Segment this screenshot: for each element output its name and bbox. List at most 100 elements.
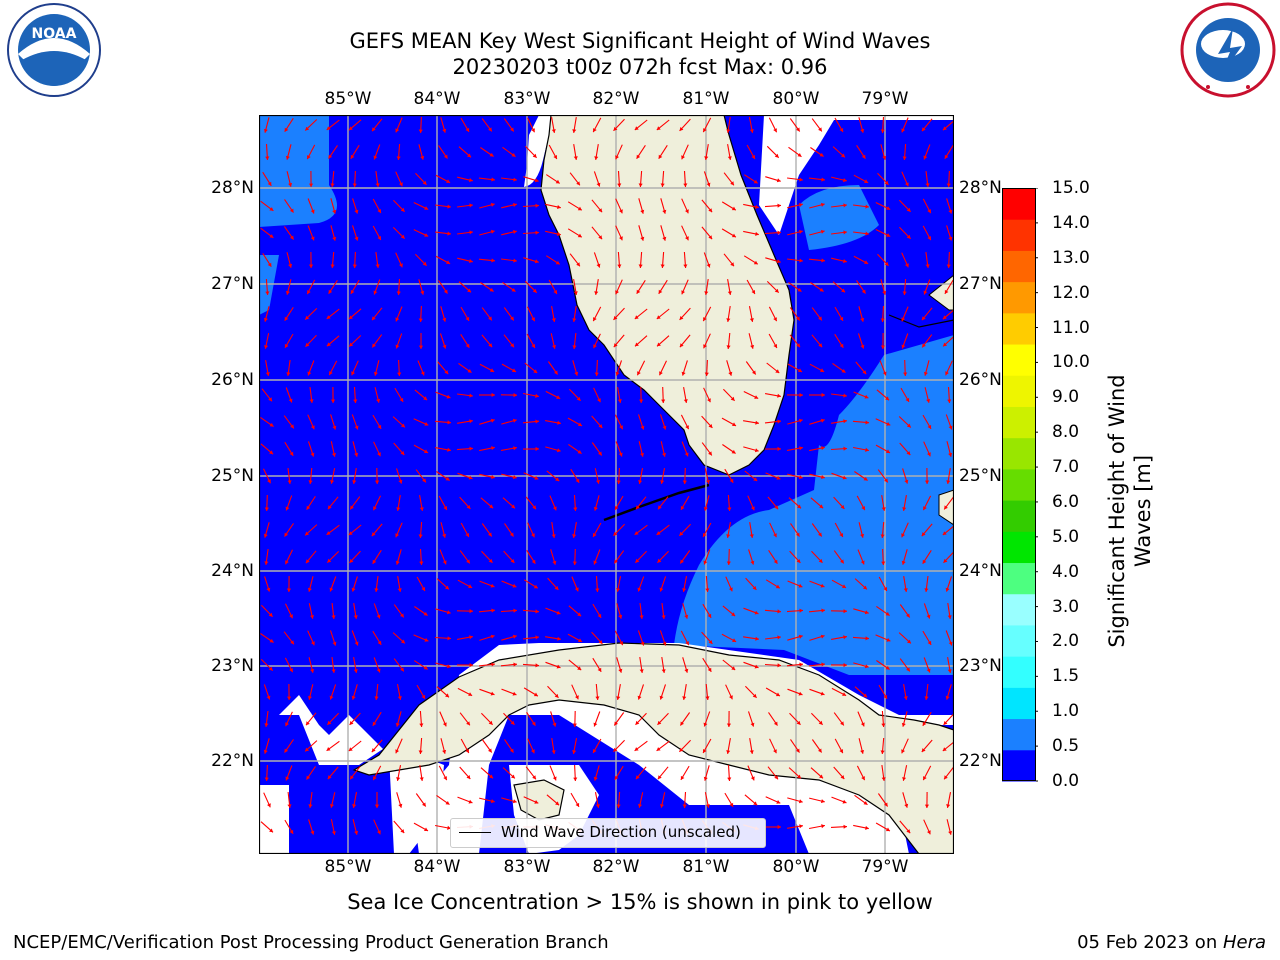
colorbar-block <box>1002 656 1036 688</box>
wind-arrow-head <box>284 748 289 753</box>
wind-arrow-head <box>354 209 359 214</box>
wind-arrow-head <box>557 205 561 209</box>
wind-arrow-head <box>943 558 948 563</box>
wind-arrow-head <box>397 588 402 592</box>
wind-arrow-head <box>306 505 311 510</box>
wind-arrow-head <box>906 667 910 672</box>
wind-arrow-head <box>731 449 736 454</box>
wind-arrow-head <box>886 449 890 453</box>
wind-arrow-head <box>948 425 953 430</box>
wind-arrow-head <box>595 804 600 808</box>
wind-arrow-head <box>329 371 333 376</box>
colorbar-tick-label: 7.0 <box>1052 457 1080 478</box>
wind-arrow-head <box>729 802 734 807</box>
wind-arrow-head <box>531 533 535 538</box>
wind-arrow-head <box>371 748 376 753</box>
wind-wave-arrows <box>260 116 954 835</box>
wind-arrow-head <box>420 371 425 376</box>
wind-arrow-head <box>750 506 755 511</box>
wind-arrow-head <box>469 663 473 668</box>
wind-arrow-head <box>512 691 517 696</box>
wind-arrow-head <box>726 129 731 133</box>
wind-arrow-head <box>795 748 800 753</box>
wind-arrow-head <box>490 229 495 234</box>
wind-arrow-head <box>354 425 359 430</box>
wind-arrow-head <box>637 695 642 700</box>
wind-arrow-head <box>613 747 618 752</box>
wind-arrow-head <box>285 560 289 565</box>
wind-arrow-head <box>796 127 800 132</box>
wind-arrow-head <box>442 722 447 727</box>
wind-arrow-head <box>442 749 447 754</box>
map-frame <box>259 115 954 854</box>
colorbar-block <box>1002 250 1036 283</box>
wind-arrow-head <box>305 747 309 752</box>
wind-arrow-head <box>310 615 314 619</box>
wind-arrow-head <box>880 750 885 754</box>
wind-arrow-head <box>773 317 777 322</box>
colorbar-tick-label: 8.0 <box>1052 422 1080 443</box>
wind-arrow-head <box>377 640 382 645</box>
wind-arrow-head <box>573 156 578 160</box>
wind-arrow-head <box>350 154 355 159</box>
wind-arrow-head <box>840 559 844 564</box>
wind-arrow-head <box>902 507 907 511</box>
wind-arrow-head <box>751 290 755 294</box>
wind-arrow-head <box>943 342 948 347</box>
wind-arrow-head <box>614 775 619 780</box>
wind-arrow-head <box>310 669 315 673</box>
wind-arrow-head <box>572 750 577 754</box>
wind-arrow-head <box>679 127 684 131</box>
wind-arrow-head <box>862 370 867 375</box>
wind-arrow-head <box>284 532 289 537</box>
wind-arrow-head <box>326 342 331 347</box>
wind-arrow-head <box>469 393 473 398</box>
wind-arrow-head <box>575 695 579 700</box>
wind-arrow-head <box>557 420 561 425</box>
wind-arrow-head <box>447 204 451 209</box>
wind-arrow-head <box>775 584 780 589</box>
wind-arrow-head <box>703 722 708 727</box>
wind-arrow-head <box>311 641 315 646</box>
wind-arrow-head <box>512 475 517 480</box>
wind-arrow-head <box>750 722 755 727</box>
wind-arrow-head <box>863 585 867 590</box>
wind-arrow-head <box>638 264 643 268</box>
wind-arrow-head <box>349 342 354 347</box>
wind-arrow-head <box>269 638 274 643</box>
wind-arrow-head <box>662 236 667 241</box>
wind-arrow-head <box>656 126 661 130</box>
wind-arrow-head <box>395 344 400 349</box>
wind-arrow-head <box>533 692 538 697</box>
wind-arrow-head <box>821 392 825 398</box>
wind-arrow-head <box>752 370 756 375</box>
wind-arrow-head <box>512 634 517 639</box>
wind-arrow-head <box>680 775 685 780</box>
wind-arrow-head <box>881 723 886 727</box>
wind-arrow-head <box>732 638 737 642</box>
wind-arrow-head <box>373 776 377 781</box>
wind-arrow-head <box>820 691 825 696</box>
wind-arrow-head <box>927 452 931 457</box>
wind-arrow-head <box>843 419 847 424</box>
cuba-land <box>352 642 954 854</box>
wind-arrow-head <box>305 531 309 536</box>
wind-arrow-head <box>729 478 734 483</box>
wind-arrow-head <box>821 258 825 263</box>
wind-arrow-head <box>595 696 600 700</box>
wind-arrow-head <box>749 750 754 754</box>
wind-arrow-head <box>332 209 337 214</box>
wind-arrow-head <box>681 371 686 376</box>
lat-label-right: 25°N <box>959 466 1002 486</box>
wind-arrow-head <box>598 208 603 213</box>
map-title-line2: 20230203 t00z 072h fcst Max: 0.96 <box>452 55 828 79</box>
wind-arrow-head <box>593 128 597 133</box>
wind-arrow-head <box>703 344 707 349</box>
wind-arrow-head <box>618 614 623 619</box>
wind-arrow-head <box>469 259 473 263</box>
wind-arrow-head <box>796 316 800 321</box>
colorbar-tick-label: 11.0 <box>1052 317 1090 338</box>
svg-text:NOAA: NOAA <box>32 26 77 42</box>
wind-arrow-head <box>328 154 333 159</box>
wind-arrow-head <box>660 264 665 268</box>
